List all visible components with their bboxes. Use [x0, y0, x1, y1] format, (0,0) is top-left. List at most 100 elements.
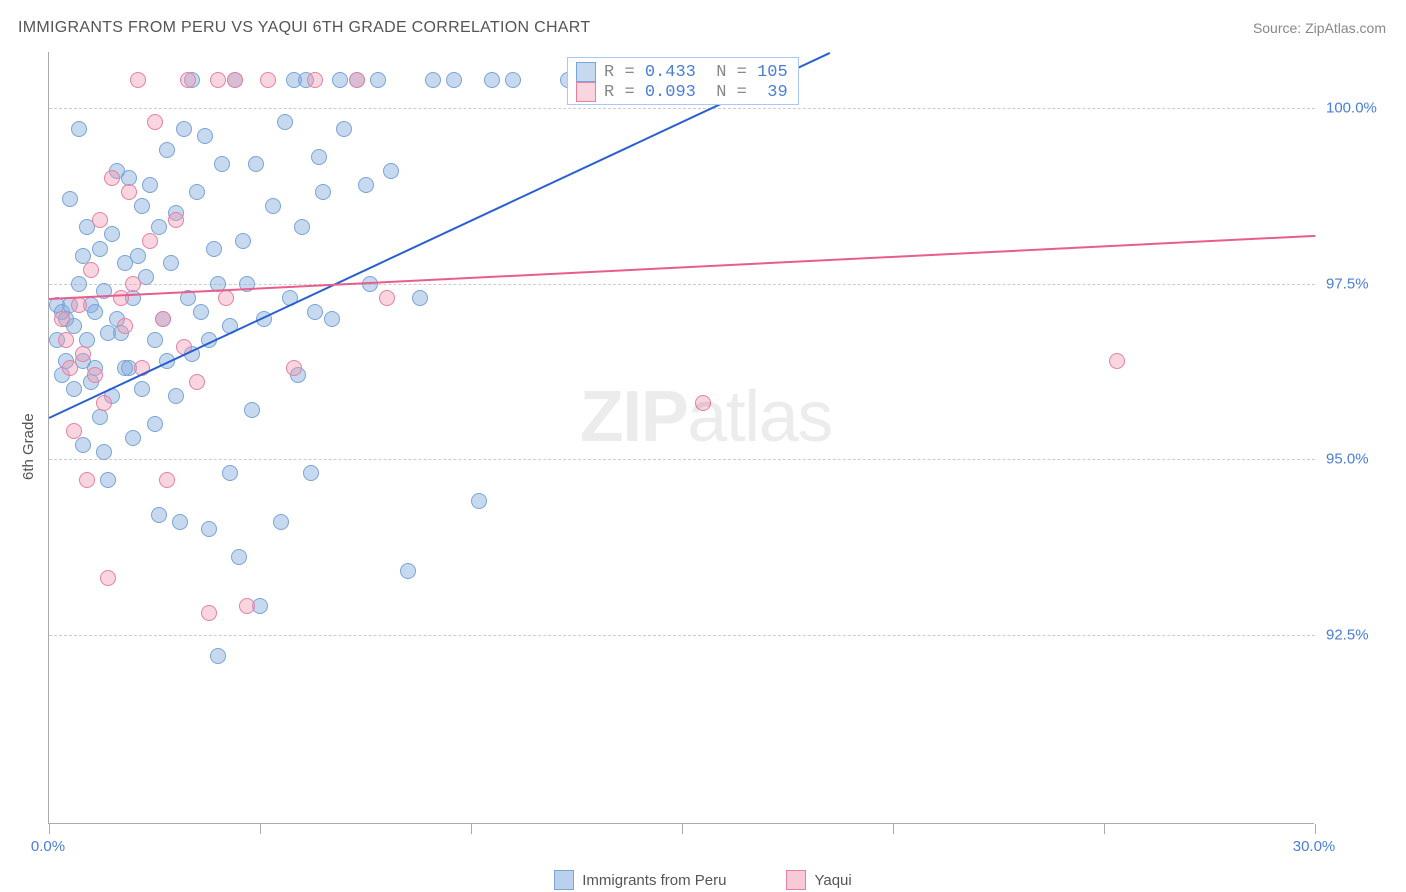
data-point — [349, 72, 365, 88]
data-point — [176, 121, 192, 137]
data-point — [130, 248, 146, 264]
data-point — [294, 219, 310, 235]
data-point — [311, 149, 327, 165]
x-tick-mark — [260, 824, 261, 834]
data-point — [155, 311, 171, 327]
source-label: Source: ZipAtlas.com — [1253, 20, 1386, 36]
y-tick-label: 95.0% — [1326, 451, 1369, 468]
plot-area — [49, 52, 1315, 824]
data-point — [412, 290, 428, 306]
data-point — [83, 262, 99, 278]
chart-title: IMMIGRANTS FROM PERU VS YAQUI 6TH GRADE … — [18, 19, 590, 37]
data-point — [201, 521, 217, 537]
stats-text: R = 0.093 N = 39 — [604, 83, 788, 102]
data-point — [307, 72, 323, 88]
data-point — [315, 184, 331, 200]
data-point — [231, 549, 247, 565]
data-point — [168, 388, 184, 404]
data-point — [168, 212, 184, 228]
data-point — [400, 563, 416, 579]
data-point — [1109, 353, 1125, 369]
legend-swatch-yaqui — [786, 870, 806, 890]
stats-swatch — [576, 62, 596, 82]
data-point — [332, 72, 348, 88]
data-point — [121, 184, 137, 200]
y-tick-label: 100.0% — [1326, 100, 1377, 117]
data-point — [75, 437, 91, 453]
grid-line — [49, 459, 1315, 460]
data-point — [66, 381, 82, 397]
grid-line — [49, 108, 1315, 109]
data-point — [172, 514, 188, 530]
data-point — [273, 514, 289, 530]
chart-frame — [48, 52, 1314, 824]
x-tick-mark — [893, 824, 894, 834]
stats-row: R = 0.433 N = 105 — [576, 62, 788, 82]
data-point — [695, 395, 711, 411]
data-point — [79, 472, 95, 488]
data-point — [446, 72, 462, 88]
data-point — [370, 72, 386, 88]
stats-row: R = 0.093 N = 39 — [576, 82, 788, 102]
data-point — [303, 465, 319, 481]
data-point — [163, 255, 179, 271]
data-point — [125, 430, 141, 446]
data-point — [214, 156, 230, 172]
data-point — [210, 72, 226, 88]
data-point — [134, 381, 150, 397]
data-point — [104, 226, 120, 242]
data-point — [100, 472, 116, 488]
data-point — [324, 311, 340, 327]
data-point — [125, 276, 141, 292]
x-tick-mark — [471, 824, 472, 834]
data-point — [484, 72, 500, 88]
legend-label-peru: Immigrants from Peru — [582, 872, 726, 889]
data-point — [425, 72, 441, 88]
data-point — [62, 191, 78, 207]
data-point — [87, 367, 103, 383]
data-point — [218, 290, 234, 306]
trend-line — [49, 52, 831, 419]
x-tick-mark — [1104, 824, 1105, 834]
data-point — [265, 198, 281, 214]
data-point — [147, 114, 163, 130]
x-tick-label: 0.0% — [31, 838, 65, 855]
data-point — [189, 374, 205, 390]
data-point — [147, 332, 163, 348]
data-point — [379, 290, 395, 306]
data-point — [197, 128, 213, 144]
y-axis-label: 6th Grade — [20, 413, 37, 480]
data-point — [210, 648, 226, 664]
data-point — [134, 198, 150, 214]
data-point — [277, 114, 293, 130]
data-point — [113, 290, 129, 306]
data-point — [71, 276, 87, 292]
data-point — [193, 304, 209, 320]
x-tick-mark — [682, 824, 683, 834]
data-point — [358, 177, 374, 193]
y-tick-label: 92.5% — [1326, 626, 1369, 643]
stats-legend: R = 0.433 N = 105R = 0.093 N = 39 — [567, 57, 799, 105]
data-point — [62, 360, 78, 376]
data-point — [159, 142, 175, 158]
data-point — [336, 121, 352, 137]
stats-text: R = 0.433 N = 105 — [604, 63, 788, 82]
data-point — [92, 241, 108, 257]
data-point — [244, 402, 260, 418]
data-point — [142, 177, 158, 193]
data-point — [71, 297, 87, 313]
data-point — [92, 212, 108, 228]
data-point — [92, 409, 108, 425]
data-point — [239, 598, 255, 614]
data-point — [96, 395, 112, 411]
data-point — [58, 332, 74, 348]
data-point — [130, 72, 146, 88]
x-tick-mark — [49, 824, 50, 834]
data-point — [104, 170, 120, 186]
data-point — [180, 72, 196, 88]
data-point — [117, 318, 133, 334]
legend-item-yaqui: Yaqui — [786, 870, 851, 890]
data-point — [189, 184, 205, 200]
legend-item-peru: Immigrants from Peru — [554, 870, 726, 890]
data-point — [100, 570, 116, 586]
